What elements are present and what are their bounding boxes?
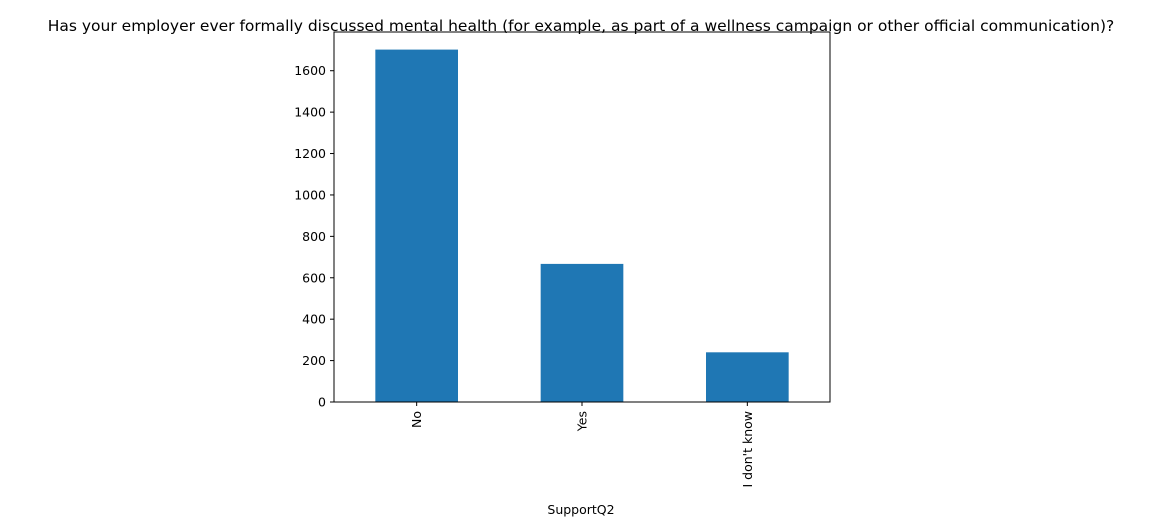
y-tick-label: 200 (302, 353, 326, 368)
y-tick-label: 600 (302, 270, 326, 285)
y-tick-label: 1400 (294, 105, 326, 120)
x-axis-label: SupportQ2 (547, 502, 614, 517)
y-tick-label: 0 (318, 395, 326, 410)
bar-yes (540, 263, 624, 402)
y-tick-label: 1000 (294, 187, 326, 202)
plot-area: 0 200 400 600 800 1000 1200 1400 1600 No Yes I don'… (294, 31, 831, 488)
bar-i-don-t-know (706, 352, 789, 402)
x-tick-label: No (409, 411, 424, 428)
y-tick-label: 800 (302, 229, 326, 244)
bar-no (375, 49, 458, 402)
chart-title: Has your employer ever formally discusse… (48, 17, 1115, 35)
x-tick-label: Yes (575, 411, 590, 432)
x-tick-label: I don't know (740, 411, 755, 488)
y-tick-label: 400 (302, 312, 326, 327)
plot-frame (333, 31, 831, 403)
y-tick-label: 1600 (294, 63, 326, 78)
y-tick-label: 1200 (294, 146, 326, 161)
